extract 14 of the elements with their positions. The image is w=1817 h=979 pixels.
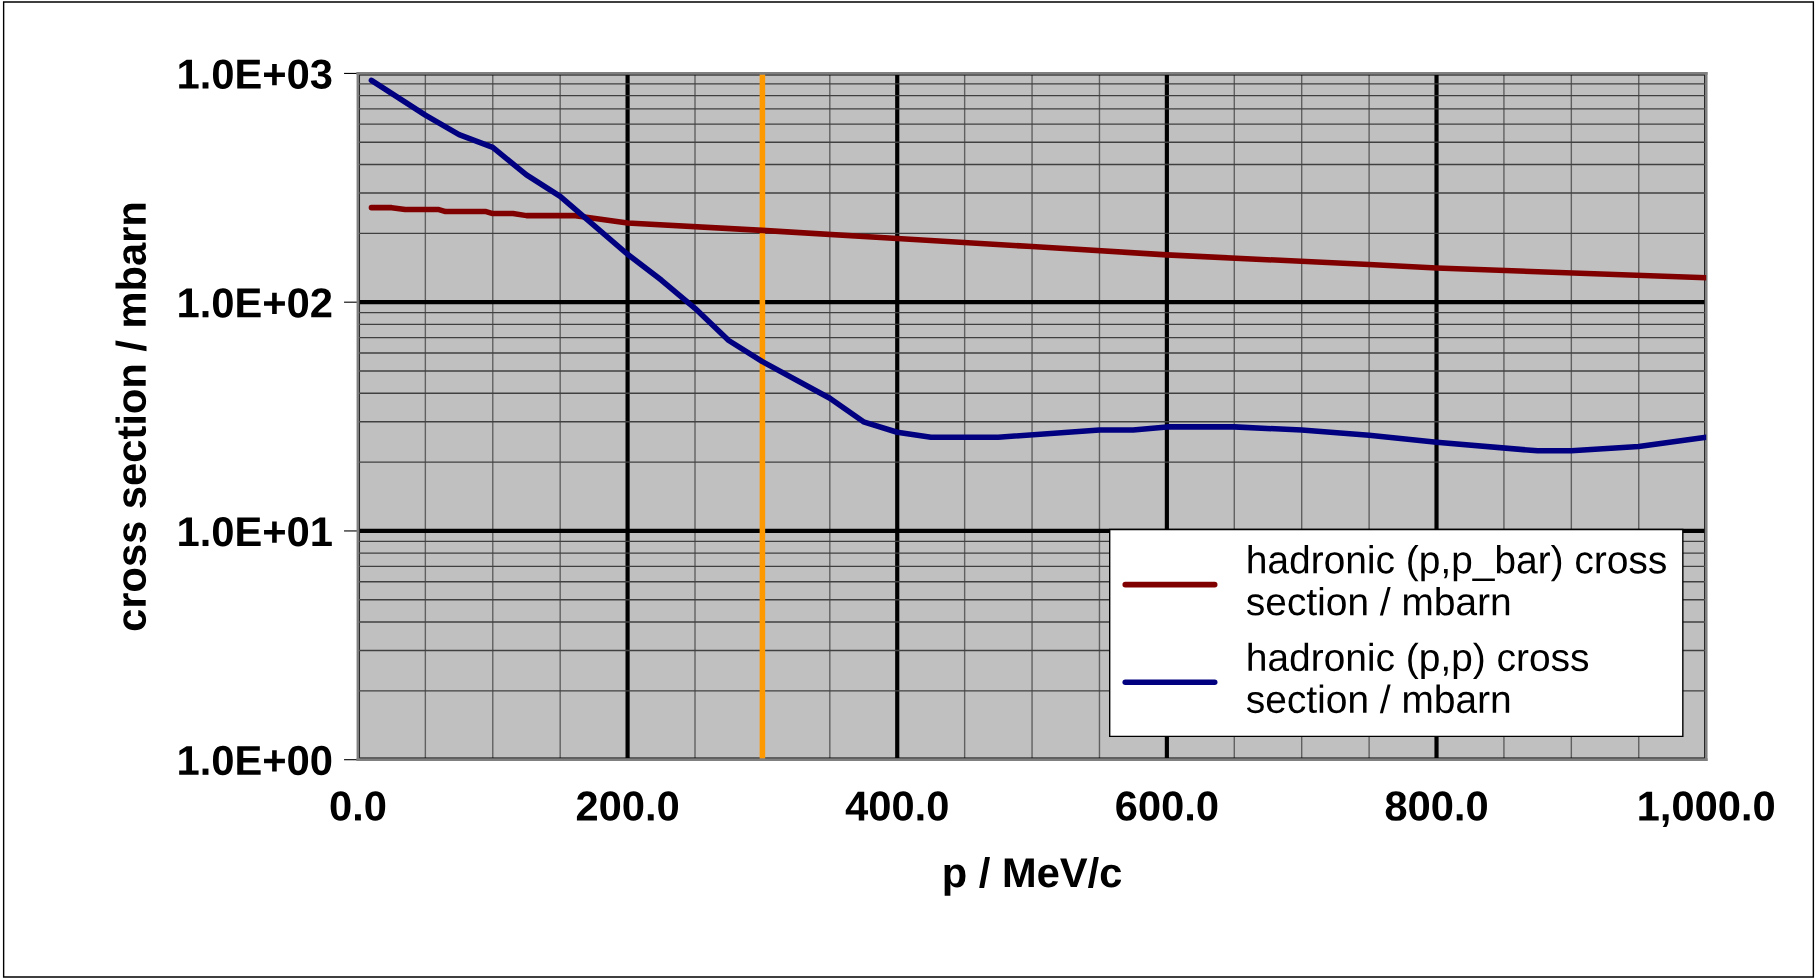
y-tick-label: 1.0E+00 [179,745,332,776]
x-tick-label: 0.0 [330,791,386,821]
x-tick-label: 800.0 [1385,791,1487,821]
y-axis-title: cross section / mbarn [115,203,147,631]
legend-label: hadronic (p,p_bar) cross section / mbarn [1246,545,1666,616]
x-tick-label: 400.0 [845,791,948,821]
x-tick-label: 200.0 [576,791,679,821]
x-axis-title: p / MeV/c [944,856,1122,896]
x-tick-label: 600.0 [1116,791,1218,821]
legend-label: hadronic (p,p) cross section / mbarn [1246,642,1589,714]
y-tick-label: 1.0E+02 [179,288,332,318]
x-tick-label: 1,000.0 [1639,791,1774,827]
y-tick-label: 1.0E+01 [179,516,332,547]
y-tick-label: 1.0E+03 [179,59,332,89]
